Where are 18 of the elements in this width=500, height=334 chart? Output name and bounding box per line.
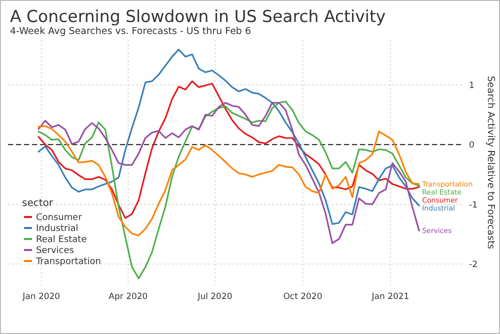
y-tick-label: 0 xyxy=(469,140,474,151)
legend-label: Industrial xyxy=(36,224,78,234)
x-tick-label: Jul 2020 xyxy=(196,292,232,302)
y-tick-label: -1 xyxy=(469,200,478,210)
legend-label: Transportation xyxy=(35,257,101,268)
chart-subtitle: 4-Week Avg Searches vs. Forecasts - US thru Feb 6 xyxy=(10,26,252,37)
x-tick-label: Apr 2020 xyxy=(108,292,148,302)
x-tick-label: Jan 2020 xyxy=(22,292,60,302)
y-axis-title: Search Activity Relative to Forecasts xyxy=(485,76,496,250)
legend-label: Real Estate xyxy=(36,235,88,246)
legend-label: Consumer xyxy=(36,213,82,224)
legend-label: Services xyxy=(36,246,74,256)
chart-title: A Concerning Slowdown in US Search Activity xyxy=(10,7,386,26)
x-tick-label: Oct 2020 xyxy=(283,292,322,302)
y-tick-label: 1 xyxy=(469,80,474,91)
legend-title: sector xyxy=(22,198,54,209)
y-tick-label: -2 xyxy=(469,260,478,270)
x-tick-label: Jan 2021 xyxy=(370,292,410,302)
